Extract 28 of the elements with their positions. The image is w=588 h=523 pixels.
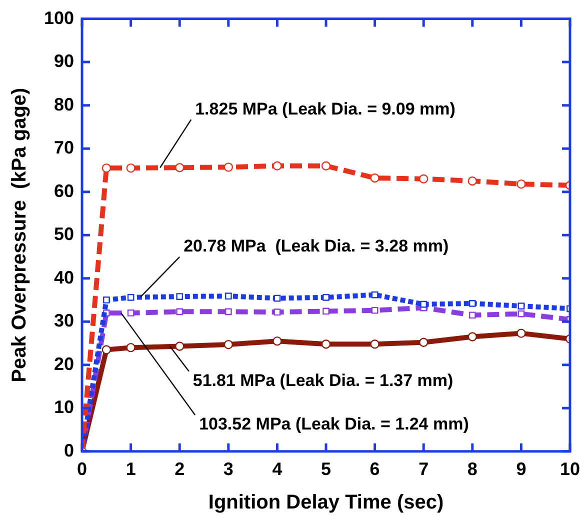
x-tick-label: 7 — [418, 459, 429, 480]
x-tick-label: 2 — [174, 459, 185, 480]
y-tick-label: 0 — [64, 440, 74, 460]
y-tick-label: 100 — [44, 8, 74, 28]
x-tick-label: 8 — [467, 459, 478, 480]
y-tick-label: 20 — [54, 354, 74, 374]
annotation: 51.81 MPa (Leak Dia. = 1.37 mm) — [192, 370, 454, 390]
x-axis-title: Ignition Delay Time (sec) — [208, 492, 444, 514]
y-tick-label: 40 — [54, 267, 74, 288]
y-tick-label: 50 — [54, 224, 74, 244]
x-tick-label: 1 — [126, 459, 136, 480]
x-tick-label: 5 — [321, 459, 332, 480]
y-tick-label: 90 — [54, 51, 74, 72]
y-tick-label: 30 — [54, 310, 74, 331]
y-tick-label: 70 — [54, 138, 74, 158]
annotation: 103.52 MPa (Leak Dia. = 1.24 mm) — [199, 414, 469, 434]
y-tick-label: 80 — [54, 94, 74, 114]
x-tick-label: 3 — [223, 459, 234, 480]
y-axis-title: Peak Overpressure (kPa gage) — [8, 88, 31, 382]
x-tick-label: 4 — [272, 459, 282, 480]
x-tick-label: 9 — [516, 459, 526, 480]
x-tick-label: 10 — [560, 459, 580, 480]
x-tick-label: 0 — [77, 459, 88, 480]
x-tick-label: 6 — [370, 459, 380, 480]
y-tick-label: 60 — [54, 180, 74, 201]
y-tick-label: 10 — [54, 397, 74, 418]
annotation: 1.825 MPa (Leak Dia. = 9.09 mm) — [195, 99, 456, 118]
annotation: 20.78 MPa (Leak Dia. = 3.28 mm) — [184, 236, 449, 256]
